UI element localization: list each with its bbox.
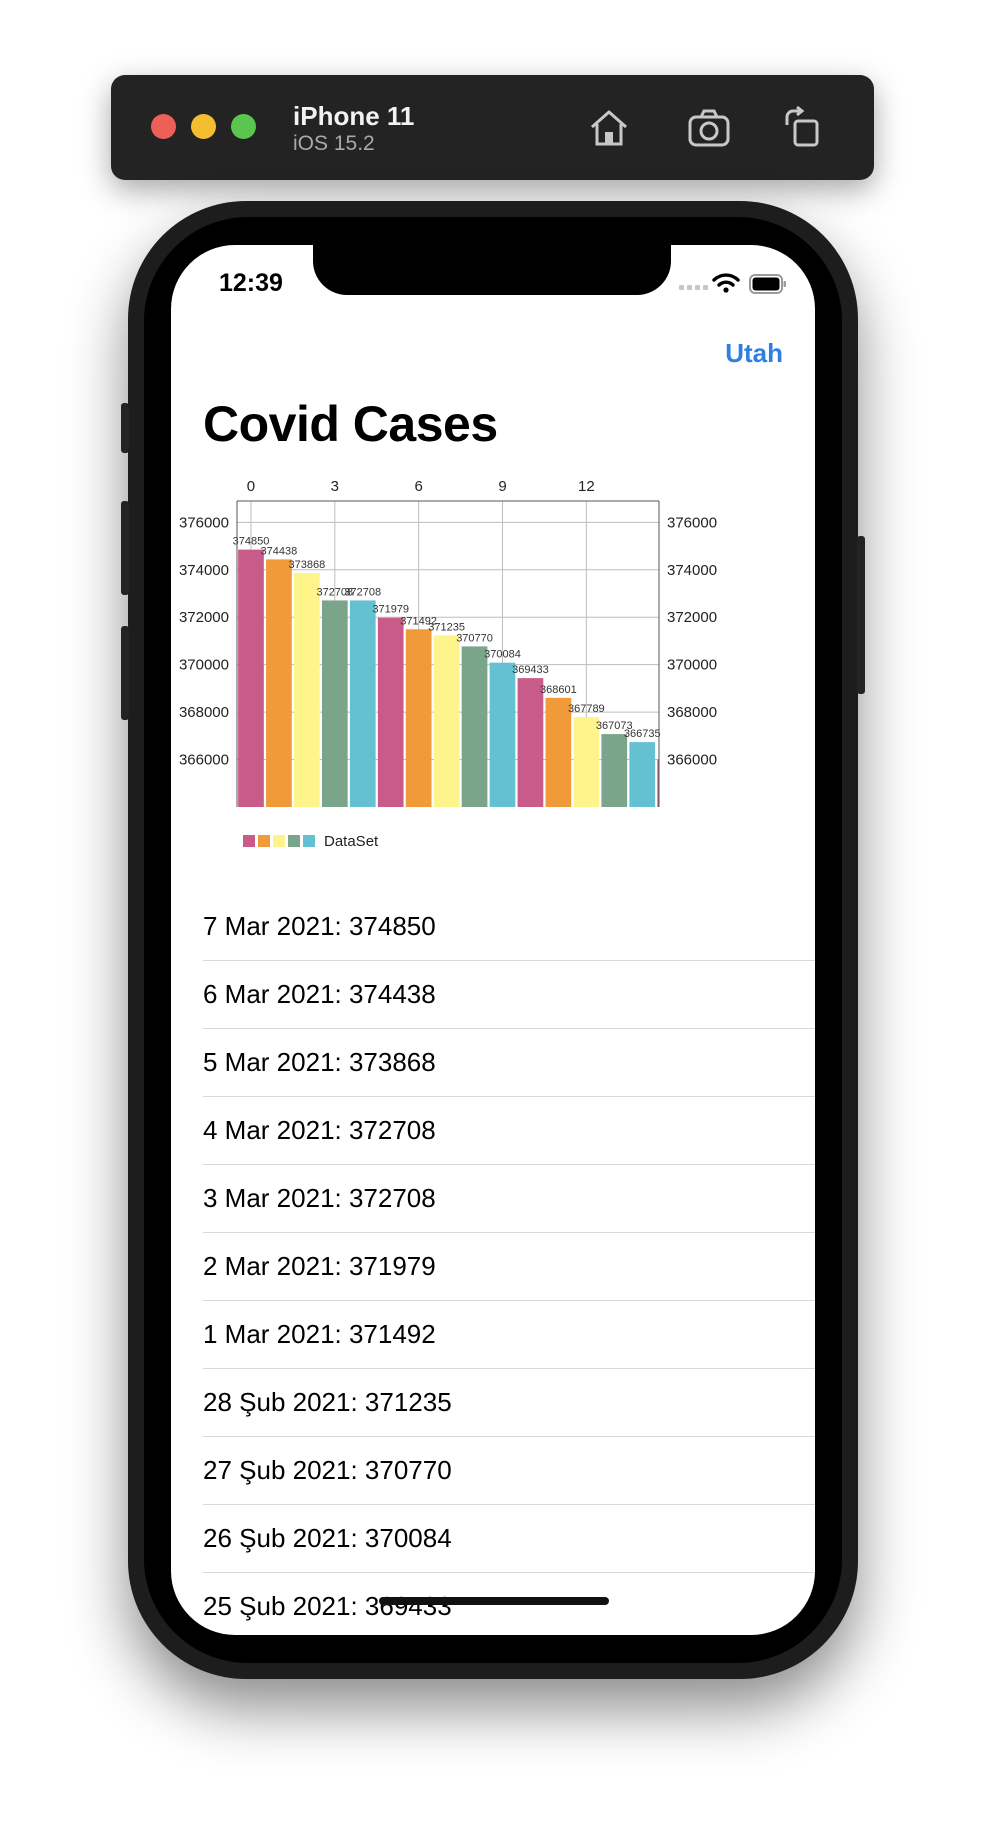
bar <box>238 549 264 807</box>
legend-swatch <box>303 835 315 847</box>
mute-switch <box>121 403 129 453</box>
bar <box>657 759 659 807</box>
bar <box>377 617 404 807</box>
list-item[interactable]: 26 Şub 2021: 370084 <box>203 1505 815 1573</box>
bar <box>601 734 628 807</box>
data-label: 372708 <box>316 586 353 598</box>
case-list[interactable]: 7 Mar 2021: 374850 6 Mar 2021: 374438 5 Ma… <box>203 893 815 1635</box>
y-tick-label-right: 372000 <box>667 609 717 626</box>
list-item[interactable]: 1 Mar 2021: 371492 <box>203 1301 815 1369</box>
bar <box>629 742 656 807</box>
data-label: 373868 <box>289 559 326 571</box>
x-tick-label: 3 <box>331 478 339 495</box>
simulator-toolbar: iPhone 11 iOS 15.2 <box>111 75 874 180</box>
screenshot-icon[interactable] <box>686 105 732 151</box>
data-label: 368601 <box>540 684 577 696</box>
bar <box>321 600 348 807</box>
bar <box>266 559 292 807</box>
bar <box>545 697 572 807</box>
list-item[interactable]: 6 Mar 2021: 374438 <box>203 961 815 1029</box>
y-tick-label-left: 376000 <box>179 514 229 531</box>
list-item[interactable]: 28 Şub 2021: 371235 <box>203 1369 815 1437</box>
list-item[interactable]: 2 Mar 2021: 371979 <box>203 1233 815 1301</box>
y-tick-label-left: 368000 <box>179 704 229 721</box>
x-tick-label: 0 <box>247 478 255 495</box>
list-item[interactable]: 4 Mar 2021: 372708 <box>203 1097 815 1165</box>
data-label: 370084 <box>484 649 521 661</box>
list-item[interactable]: 27 Şub 2021: 370770 <box>203 1437 815 1505</box>
data-label: 371492 <box>400 615 437 627</box>
home-icon[interactable] <box>586 105 632 151</box>
bar <box>517 678 544 807</box>
list-item[interactable]: 5 Mar 2021: 373868 <box>203 1029 815 1097</box>
y-tick-label-left: 370000 <box>179 657 229 674</box>
x-tick-label: 9 <box>498 478 506 495</box>
data-label: 372708 <box>344 586 381 598</box>
legend-swatch <box>288 835 300 847</box>
y-tick-label-left: 374000 <box>179 562 229 579</box>
x-tick-label: 12 <box>578 478 595 495</box>
data-label: 374850 <box>233 536 270 548</box>
state-select-button[interactable]: Utah <box>725 338 783 368</box>
volume-up-button <box>121 501 129 595</box>
y-tick-label-right: 376000 <box>667 514 717 531</box>
list-item[interactable]: 7 Mar 2021: 374850 <box>203 893 815 961</box>
legend-swatch <box>273 835 285 847</box>
close-window-button[interactable] <box>151 114 176 139</box>
volume-down-button <box>121 626 129 720</box>
bar <box>294 572 320 807</box>
notch <box>313 245 671 295</box>
wifi-icon <box>712 273 740 293</box>
home-indicator <box>379 1597 609 1605</box>
bar <box>405 629 432 807</box>
y-tick-label-left: 372000 <box>179 609 229 626</box>
device-os-version: iOS 15.2 <box>293 132 375 155</box>
power-button <box>857 536 865 694</box>
y-tick-label-right: 368000 <box>667 704 717 721</box>
rotate-icon[interactable] <box>779 105 825 151</box>
battery-icon <box>749 274 786 294</box>
y-tick-label-right: 374000 <box>667 562 717 579</box>
device-name: iPhone 11 <box>293 101 415 131</box>
zoom-window-button[interactable] <box>231 114 256 139</box>
status-time: 12:39 <box>219 269 283 297</box>
data-label: 367789 <box>568 703 605 715</box>
y-tick-label-left: 366000 <box>179 752 229 769</box>
data-label: 367073 <box>596 720 633 732</box>
legend-swatch <box>243 835 255 847</box>
bar <box>461 646 488 807</box>
bar <box>489 662 516 807</box>
data-label: 369433 <box>512 664 549 676</box>
data-label: 370770 <box>456 632 493 644</box>
cellular-signal-icon <box>679 285 708 290</box>
data-label: 371235 <box>428 621 465 633</box>
bar <box>349 600 376 807</box>
minimize-window-button[interactable] <box>191 114 216 139</box>
list-item[interactable]: 3 Mar 2021: 372708 <box>203 1165 815 1233</box>
y-tick-label-right: 366000 <box>667 752 717 769</box>
data-label: 371979 <box>372 604 409 616</box>
legend-swatch <box>258 835 270 847</box>
data-label: 374438 <box>261 545 298 557</box>
x-tick-label: 6 <box>414 478 422 495</box>
legend-label: DataSet <box>324 833 379 850</box>
page-title: Covid Cases <box>203 396 498 452</box>
phone-screen: 12:39 Utah Covid Cases 374850 374438 37386… <box>171 245 815 1635</box>
data-label: 366735 <box>624 728 661 740</box>
bar <box>433 635 460 807</box>
bar <box>573 717 600 807</box>
list-item[interactable]: 25 Şub 2021: 369433 <box>203 1573 815 1635</box>
y-tick-label-right: 370000 <box>667 657 717 674</box>
